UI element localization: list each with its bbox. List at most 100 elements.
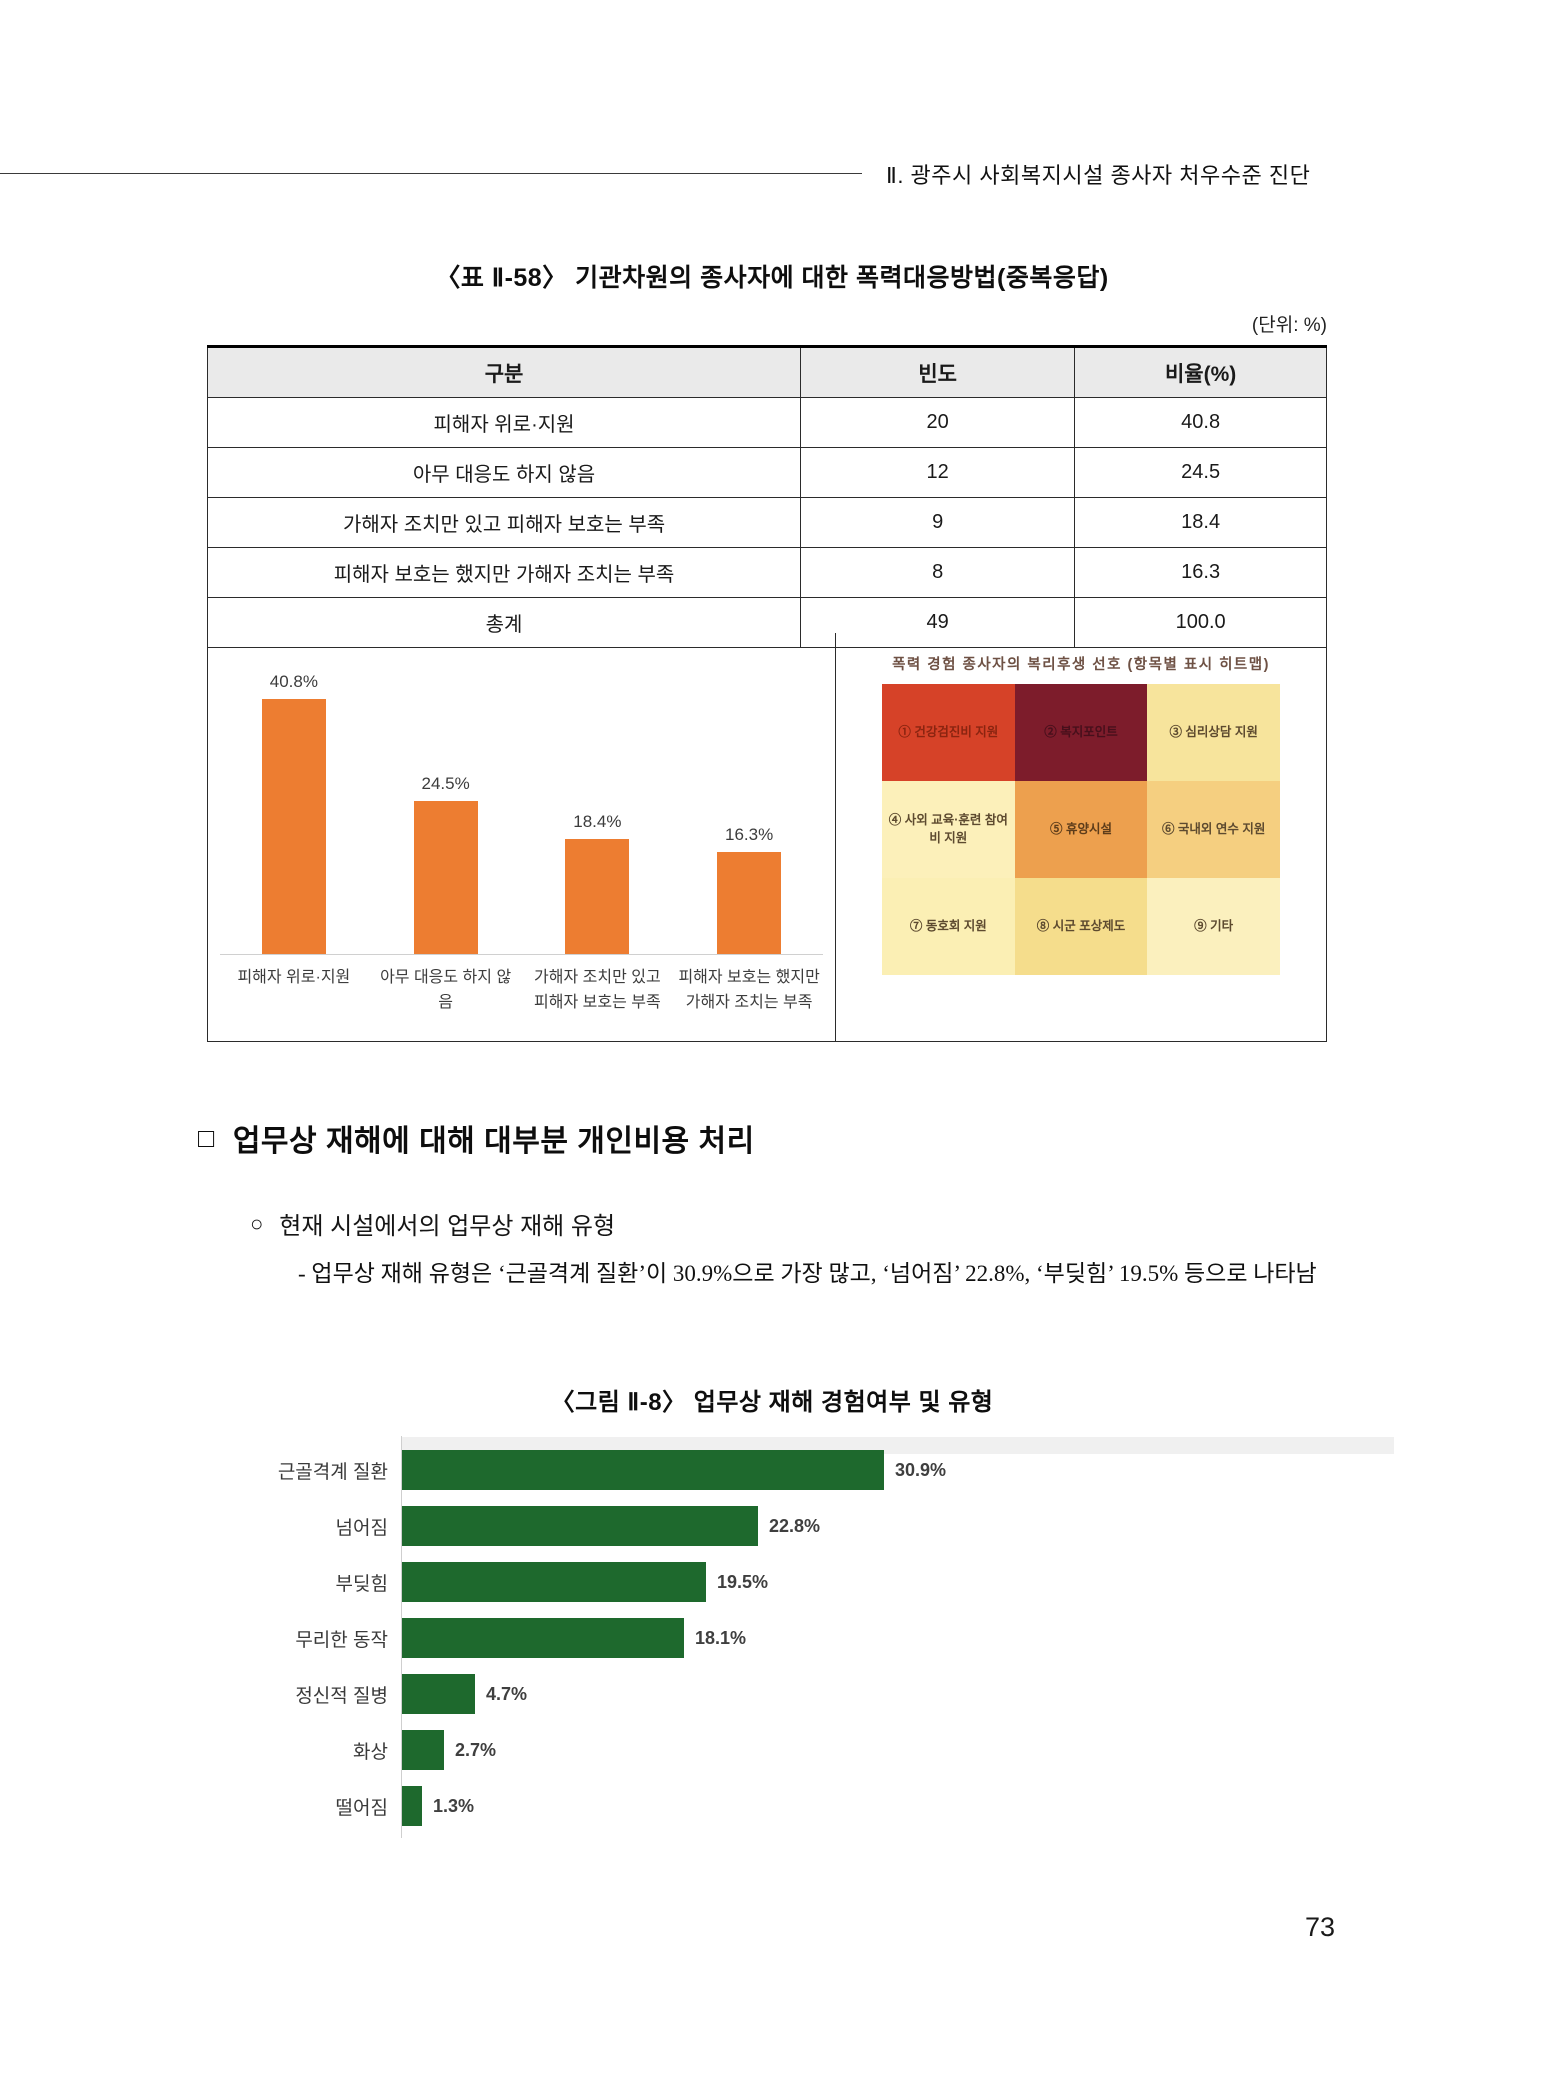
column-header-ratio: 비율(%) [1074,345,1327,398]
header-rule [0,173,862,174]
table-row: 피해자 위로·지원 20 40.8 [206,397,1327,448]
row-category: 아무 대응도 하지 않음 [206,447,802,498]
bar [717,852,782,954]
hbar [402,1450,884,1490]
hbar-track: 1.3% [402,1786,474,1826]
plot-top-band [402,1437,1394,1454]
hbar-row: 떨어짐 1.3% [230,1778,1400,1834]
bar-value-label: 40.8% [269,672,318,691]
hbar-value-label: 4.7% [486,1683,528,1704]
hbar-category-label: 근골격계 질환 [277,1461,388,1483]
cats-area: 피해자 위로·지원 아무 대응도 하지 않음 가해자 조치만 있고 피해자 보호는 … [218,966,825,1016]
row-category: 피해자 위로·지원 [206,397,802,448]
table-header: 구분 빈도 비율(%) [206,345,1327,398]
table-title: 〈표 Ⅱ-58〉 기관차원의 종사자에 대한 폭력대응방법(중복응답) [435,264,1109,292]
hbar-category-label: 넘어짐 [335,1517,388,1539]
hbar-value-label: 1.3% [433,1795,475,1816]
bar [261,699,326,954]
heatmap-cell: ② 복지포인트 [1014,684,1148,781]
hbar [402,1674,475,1714]
hbar-category-label: 무리한 동작 [295,1629,388,1651]
sub-heading-text: 현재 시설에서의 업무상 재해 유형 [279,1213,616,1240]
row-frequency: 49 [800,597,1076,648]
row-ratio: 40.8 [1074,397,1327,448]
heatmap-cell: ⑧ 시군 포상제도 [1014,878,1148,975]
table-row: 가해자 조치만 있고 피해자 보호는 부족 9 18.4 [206,497,1327,548]
section-heading: □ 업무상 재해에 대해 대부분 개인비용 처리 [198,1116,755,1160]
row-frequency: 8 [800,547,1076,598]
circle-bullet: ○ [250,1210,264,1236]
hbar-row: 무리한 동작 18.1% [230,1610,1400,1666]
bar-category-label: 피해자 보호는 했지만 가해자 조치는 부족 [678,969,820,1011]
hbar [402,1786,422,1826]
bar-category-label: 가해자 조치만 있고 피해자 보호는 부족 [534,969,661,1011]
heatmap-cell: ① 건강검진비 지원 [882,684,1015,781]
heatmap-cell: ⑦ 동호회 지원 [882,878,1015,975]
heatmap-cell: ⑤ 휴양시설 [1014,781,1148,878]
row-category: 총계 [206,597,802,648]
bars-area: 40.8% 24.5% 18.4% 16.3% [218,633,825,954]
hbar-value-label: 19.5% [717,1571,769,1592]
unit-note: (단위: %) [1251,315,1327,336]
violence-bar-chart: 40.8% 24.5% 18.4% 16.3% 피해자 위로·지원 아무 대응도 하지 … [208,633,836,1041]
square-bullet: □ [198,1122,215,1153]
x-axis-line [220,954,823,955]
bar-value-label: 16.3% [725,825,774,844]
row-ratio: 24.5 [1074,447,1327,498]
hbar-track: 2.7% [402,1730,496,1770]
hbar-category-label: 부딪힘 [335,1573,388,1595]
body-paragraph: - 업무상 재해 유형은 ‘근골격계 질환’이 30.9%으로 가장 많고, ‘… [298,1248,1434,1300]
hbar-track: 19.5% [402,1562,768,1602]
column-header-category: 구분 [206,345,802,398]
running-header: Ⅱ. 광주시 사회복지시설 종사자 처우수준 진단 [886,163,1311,188]
page-number: 73 [1304,1912,1335,1942]
hbar-value-label: 2.7% [455,1739,497,1760]
table-row: 총계 49 100.0 [206,597,1327,648]
bar-category-label: 아무 대응도 하지 않음 [380,969,512,1011]
heatmap-cell: ⑥ 국내외 연수 지원 [1147,781,1280,878]
hbar-row: 넘어짐 22.8% [230,1498,1400,1554]
hbar-track: 4.7% [402,1674,527,1714]
hbar-category-label: 정신적 질병 [295,1685,388,1707]
row-ratio: 100.0 [1074,597,1327,648]
row-frequency: 12 [800,447,1076,498]
hchart-rows: 근골격계 질환 30.9% 넘어짐 22.8% 부딪힘 19.5% 무리한 동작 18.1% 정… [230,1442,1400,1834]
bar-value-label: 24.5% [421,774,470,793]
hbar-value-label: 22.8% [769,1515,821,1536]
heatmap-grid: ① 건강검진비 지원 ② 복지포인트 ③ 심리상담 지원 ④ 사외 교육·훈련 참여비… [882,684,1280,975]
heatmap-cell: ⑨ 기타 [1147,878,1280,975]
row-ratio: 16.3 [1074,547,1327,598]
bar-category-label: 피해자 위로·지원 [237,969,351,986]
welfare-heatmap: 폭력 경험 종사자의 복리후생 선호 (항목별 표시 히트맵) ① 건강검진비 … [836,633,1326,1041]
table-row: 피해자 보호는 했지만 가해자 조치는 부족 8 16.3 [206,547,1327,598]
y-axis-line [401,1436,402,1838]
column-header-frequency: 빈도 [800,345,1076,398]
hbar-value-label: 30.9% [895,1459,947,1480]
hbar-category-label: 떨어짐 [335,1797,388,1819]
hbar-value-label: 18.1% [695,1627,747,1648]
section-heading-text: 업무상 재해에 대해 대부분 개인비용 처리 [232,1125,755,1158]
hbar-row: 정신적 질병 4.7% [230,1666,1400,1722]
bar-value-label: 18.4% [573,812,622,831]
dash-bullet: - [298,1261,306,1286]
bar-column: 18.4% [522,812,674,954]
heatmap-cell: ④ 사외 교육·훈련 참여비 지원 [882,781,1015,878]
row-ratio: 18.4 [1074,497,1327,548]
heatmap-cell: ③ 심리상담 지원 [1147,684,1280,781]
row-category: 가해자 조치만 있고 피해자 보호는 부족 [206,497,802,548]
table-row: 아무 대응도 하지 않음 12 24.5 [206,447,1327,498]
bar-column: 24.5% [370,774,522,954]
hbar [402,1562,706,1602]
injury-bar-chart: 근골격계 질환 30.9% 넘어짐 22.8% 부딪힘 19.5% 무리한 동작 18.1% 정… [230,1434,1400,1894]
hbar [402,1618,684,1658]
bar [565,839,630,954]
row-frequency: 9 [800,497,1076,548]
charts-panel: 40.8% 24.5% 18.4% 16.3% 피해자 위로·지원 아무 대응도 하지 … [207,633,1327,1042]
row-frequency: 20 [800,397,1076,448]
heatmap-title: 폭력 경험 종사자의 복리후생 선호 (항목별 표시 히트맵) [892,657,1270,673]
hbar-row: 부딪힘 19.5% [230,1554,1400,1610]
hbar-track: 30.9% [402,1450,946,1490]
sub-heading: ○ 현재 시설에서의 업무상 재해 유형 [250,1206,615,1241]
hbar-row: 근골격계 질환 30.9% [230,1442,1400,1498]
bar-column: 40.8% [218,672,370,954]
